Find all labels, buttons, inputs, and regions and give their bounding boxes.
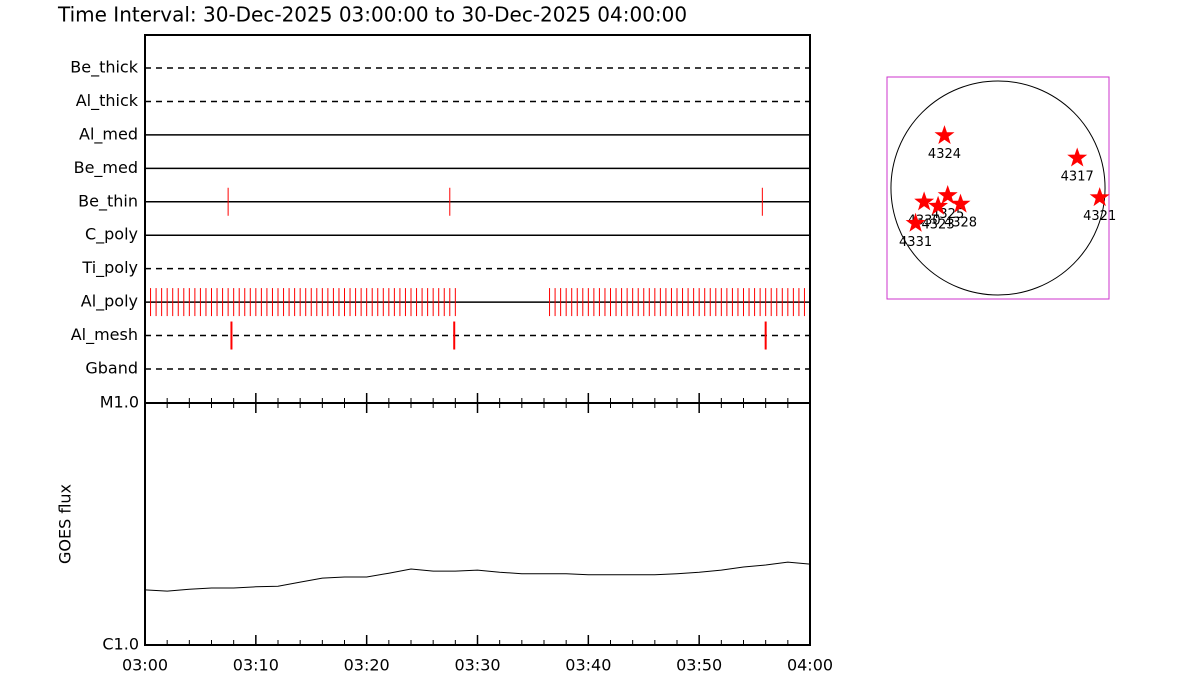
x-tick-label: 03:40 bbox=[565, 656, 611, 675]
region-label: 4321 bbox=[1083, 209, 1116, 224]
y-axis-label: GOES flux bbox=[56, 484, 75, 564]
x-tick-label: 03:30 bbox=[454, 656, 500, 675]
region-star bbox=[937, 185, 958, 204]
region-label: 4331 bbox=[899, 235, 932, 250]
region-label: 4324 bbox=[928, 147, 961, 162]
row-label: Ti_poly bbox=[81, 258, 138, 278]
solar-limb bbox=[890, 80, 1106, 296]
region-star bbox=[950, 193, 971, 213]
region-star bbox=[928, 195, 948, 215]
row-label: Al_mesh bbox=[71, 325, 138, 345]
x-tick-label: 03:00 bbox=[122, 656, 168, 675]
row-label: Al_poly bbox=[81, 292, 138, 312]
region-star bbox=[905, 212, 926, 232]
title: Time Interval: 30-Dec-2025 03:00:00 to 3… bbox=[57, 3, 687, 27]
row-label: Be_thick bbox=[70, 58, 138, 78]
row-label: Gband bbox=[85, 358, 138, 377]
x-tick-label: 04:00 bbox=[787, 656, 833, 675]
x-tick-label: 03:10 bbox=[233, 656, 279, 675]
row-label: Al_thick bbox=[76, 91, 139, 111]
region-label: 4317 bbox=[1061, 170, 1094, 185]
region-star bbox=[934, 125, 955, 144]
y-tick-label: M1.0 bbox=[100, 393, 139, 412]
region-label: 4328 bbox=[944, 216, 977, 231]
region-label: 4323 bbox=[922, 218, 955, 233]
region-star bbox=[914, 191, 935, 211]
y-tick-label: C1.0 bbox=[102, 635, 139, 654]
row-label: Be_med bbox=[74, 158, 138, 178]
region-star bbox=[1089, 187, 1110, 207]
row-label: Al_med bbox=[79, 124, 138, 144]
x-tick-label: 03:20 bbox=[344, 656, 390, 675]
x-tick-label: 03:50 bbox=[676, 656, 722, 675]
row-label: C_poly bbox=[85, 225, 138, 245]
row-label: Be_thin bbox=[78, 191, 138, 211]
goes-line bbox=[144, 561, 811, 592]
region-star bbox=[1067, 147, 1088, 167]
map-frame bbox=[886, 76, 1110, 300]
